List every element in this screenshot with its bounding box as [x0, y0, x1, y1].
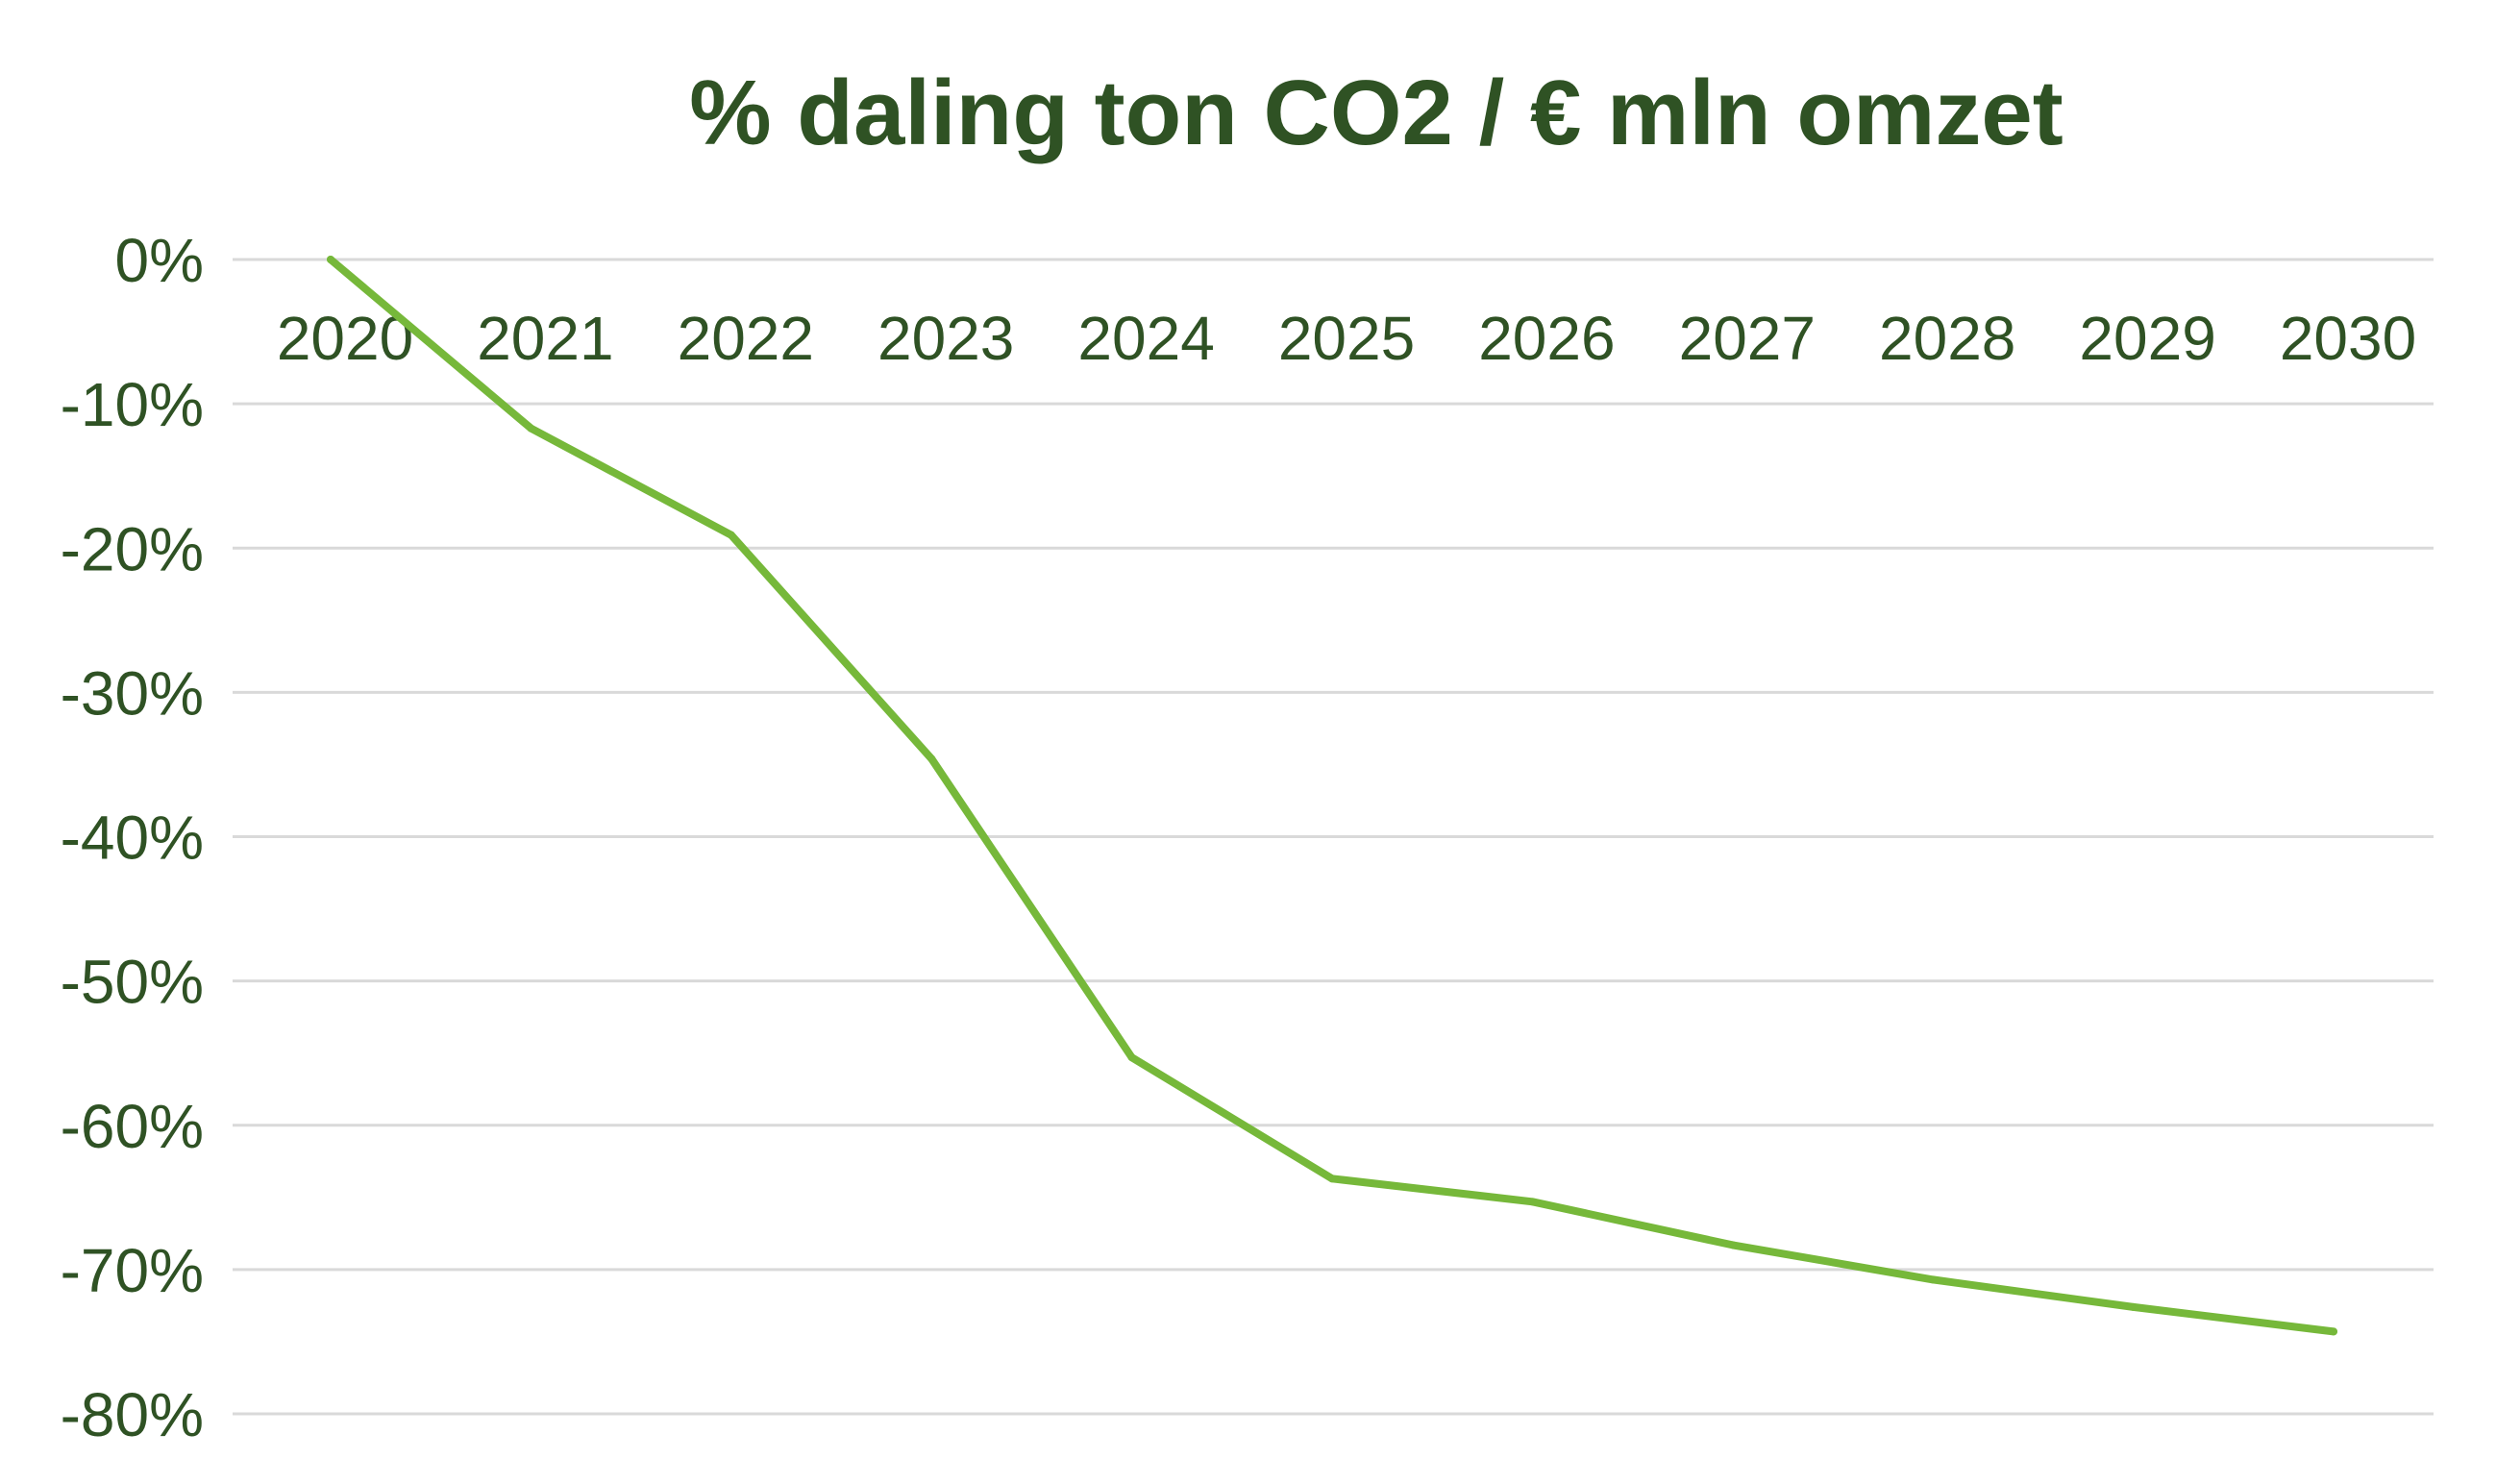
data-point [927, 754, 936, 763]
x-tick-label: 2028 [1879, 304, 2015, 373]
data-point [2330, 1327, 2337, 1336]
y-tick-label: -40% [61, 804, 204, 873]
x-tick-label: 2027 [1679, 304, 1816, 373]
y-tick-label: -80% [61, 1380, 204, 1449]
y-axis-tick-labels: 0% -10% -20% -30% -40% -50% -60% -70% -80% [61, 226, 204, 1449]
x-tick-label: 2022 [678, 304, 814, 373]
x-tick-label: 2029 [2079, 304, 2215, 373]
x-tick-label: 2024 [1077, 304, 1214, 373]
series-line [327, 256, 2337, 1336]
x-tick-label: 2020 [277, 304, 413, 373]
x-tick-label: 2025 [1278, 304, 1415, 373]
x-tick-label: 2026 [1478, 304, 1615, 373]
data-point [527, 424, 535, 433]
data-point [1328, 1175, 1336, 1183]
y-tick-label: -50% [61, 948, 204, 1017]
data-point [1528, 1198, 1537, 1206]
x-tick-label: 2030 [2280, 304, 2416, 373]
y-tick-label: 0% [115, 226, 205, 295]
y-tick-label: -10% [61, 370, 204, 439]
data-point [1929, 1275, 1938, 1284]
chart-title: % daling ton CO2 / € mln omzet [689, 62, 2063, 164]
data-point [1127, 1053, 1136, 1062]
data-point [327, 256, 334, 263]
y-tick-label: -30% [61, 658, 204, 728]
x-tick-label: 2021 [477, 304, 613, 373]
x-axis-tick-labels: 2020 2021 2022 2023 2024 2025 2026 2027 2028 2029… [277, 304, 2416, 373]
data-point [727, 531, 735, 539]
data-point [1728, 1241, 1737, 1249]
data-series [327, 256, 2337, 1336]
x-tick-label: 2023 [877, 304, 1014, 373]
y-tick-label: -60% [61, 1092, 204, 1161]
grid-lines [233, 258, 2434, 1416]
y-tick-label: -70% [61, 1236, 204, 1305]
y-tick-label: -20% [61, 514, 204, 583]
data-point [2129, 1302, 2138, 1311]
